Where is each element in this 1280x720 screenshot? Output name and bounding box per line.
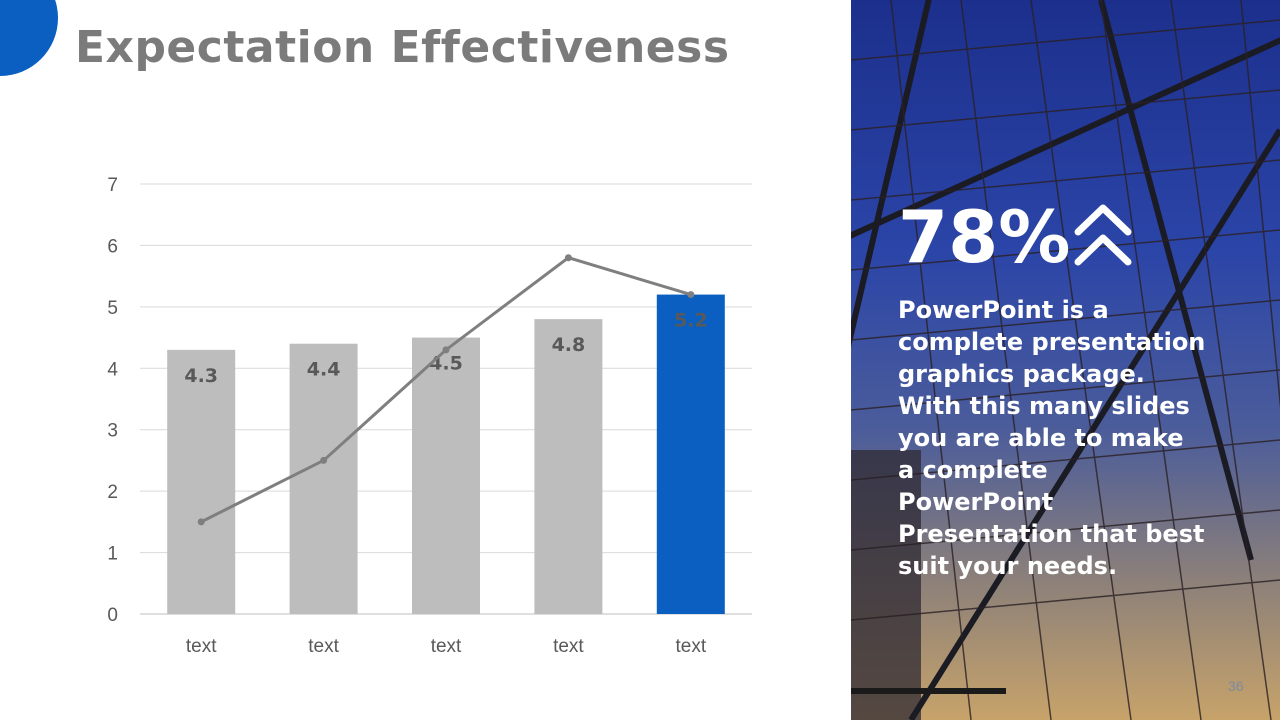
x-tick-label: text (675, 636, 706, 657)
line-point (320, 456, 328, 464)
y-tick-label: 0 (107, 605, 118, 626)
y-tick-label: 4 (107, 359, 118, 380)
bar-data-label: 4.4 (307, 359, 341, 381)
line-point (564, 254, 572, 262)
double-chevron-up-icon (1074, 204, 1132, 266)
bar-data-label: 4.3 (184, 365, 218, 387)
corner-accent (0, 0, 58, 76)
page-title: Expectation Effectiveness (75, 22, 730, 73)
highlight-percentage: 78% (898, 195, 1071, 279)
bar (289, 343, 358, 614)
y-tick-label: 1 (107, 544, 118, 565)
y-tick-label: 7 (107, 175, 118, 196)
y-tick-label: 3 (107, 421, 118, 442)
bridge-cables-photo (851, 0, 1280, 720)
line-point (687, 291, 695, 299)
bar-data-label: 5.2 (674, 310, 708, 332)
y-tick-label: 6 (107, 236, 118, 257)
y-tick-label: 5 (107, 298, 118, 319)
x-tick-label: text (186, 636, 217, 657)
x-tick-label: text (553, 636, 584, 657)
bar-line-chart: 0 1 2 3 4 5 6 7 4.3 4.4 4.5 4.8 5.2 text text text text t… (107, 175, 752, 657)
line-point (197, 518, 205, 526)
description-text: PowerPoint is a complete presentation gr… (898, 296, 1206, 580)
line-point (442, 346, 450, 354)
x-tick-label: text (308, 636, 339, 657)
bar (534, 319, 603, 614)
bar (412, 337, 480, 614)
bar (656, 294, 725, 614)
page-number: 36 (1228, 678, 1244, 694)
bar-data-label: 4.5 (429, 353, 463, 375)
bar (167, 349, 236, 614)
x-tick-label: text (431, 636, 462, 657)
y-tick-label: 2 (107, 482, 118, 503)
bar-data-label: 4.8 (552, 334, 586, 356)
